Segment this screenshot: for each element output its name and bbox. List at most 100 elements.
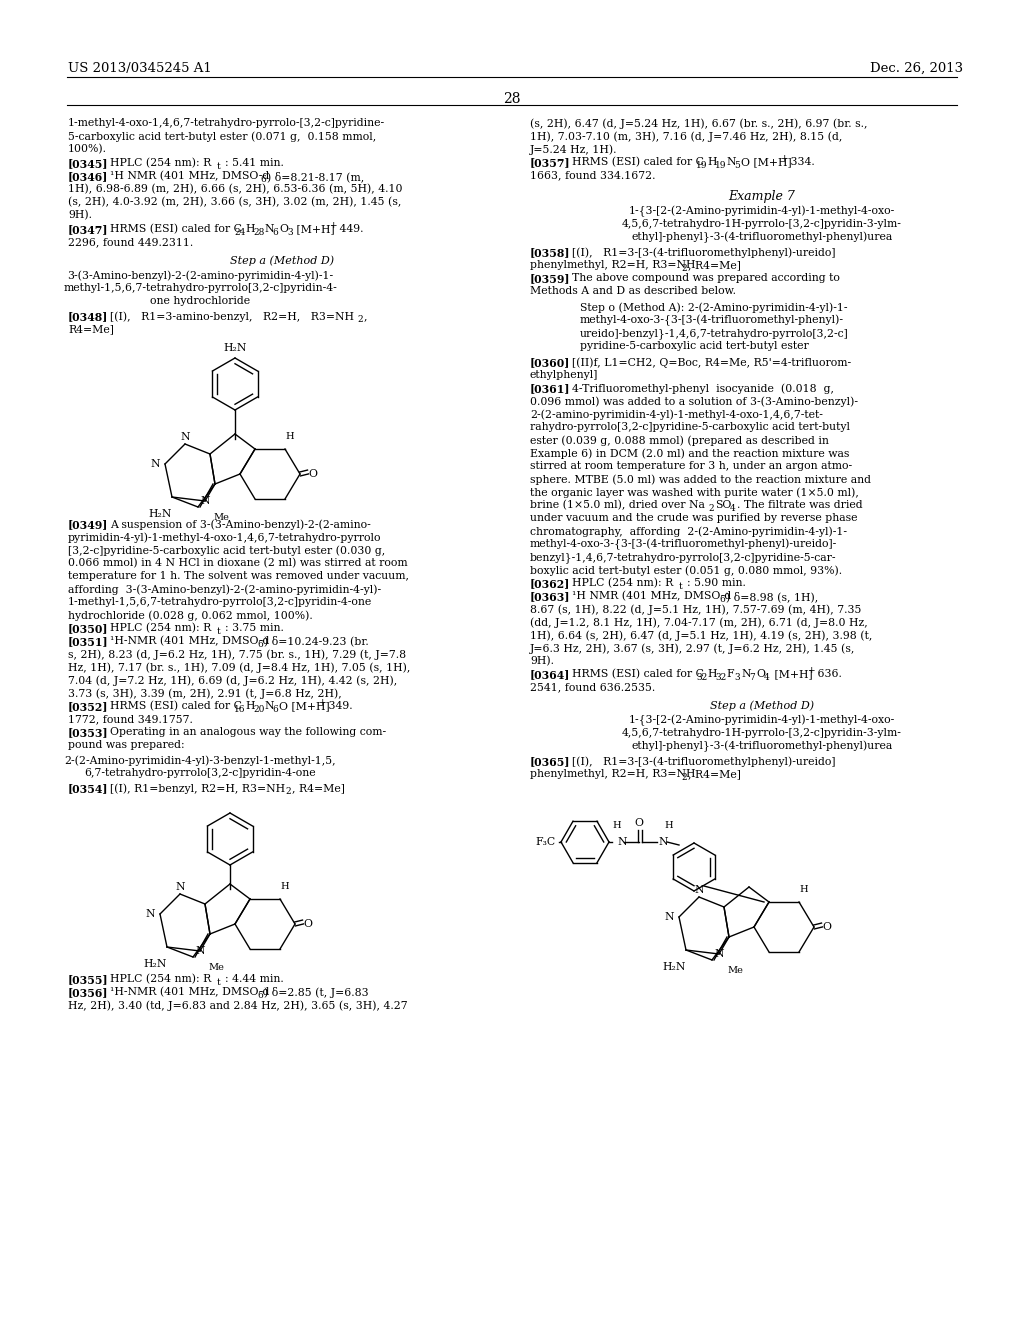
Text: 4: 4 [764, 673, 770, 682]
Text: 1-{3-[2-(2-Amino-pyrimidin-4-yl)-1-methyl-4-oxo-: 1-{3-[2-(2-Amino-pyrimidin-4-yl)-1-methy… [629, 206, 895, 218]
Text: N: N [617, 837, 627, 847]
Text: [3,2-c]pyridine-5-carboxylic acid tert-butyl ester (0.030 g,: [3,2-c]pyridine-5-carboxylic acid tert-b… [68, 545, 385, 556]
Text: N: N [151, 459, 160, 469]
Text: N: N [741, 669, 751, 678]
Text: pyrimidin-4-yl)-1-methyl-4-oxo-1,4,6,7-tetrahydro-pyrrolo: pyrimidin-4-yl)-1-methyl-4-oxo-1,4,6,7-t… [68, 532, 382, 543]
Text: chromatography,  affording  2-(2-Amino-pyrimidin-4-yl)-1-: chromatography, affording 2-(2-Amino-pyr… [530, 525, 847, 536]
Text: ¹H NMR (401 MHz, DMSO-d: ¹H NMR (401 MHz, DMSO-d [110, 172, 269, 181]
Text: stirred at room temperature for 3 h, under an argon atmo-: stirred at room temperature for 3 h, und… [530, 461, 852, 471]
Text: temperature for 1 h. The solvent was removed under vacuum,: temperature for 1 h. The solvent was rem… [68, 572, 409, 581]
Text: O: O [279, 224, 288, 234]
Text: Me: Me [208, 964, 224, 972]
Text: HPLC (254 nm): R: HPLC (254 nm): R [572, 578, 673, 589]
Text: 28: 28 [503, 92, 521, 106]
Text: 1H), 7.03-7.10 (m, 3H), 7.16 (d, J=7.46 Hz, 2H), 8.15 (d,: 1H), 7.03-7.10 (m, 3H), 7.16 (d, J=7.46 … [530, 131, 843, 141]
Text: N: N [715, 949, 724, 960]
Text: : 5.90 min.: : 5.90 min. [687, 578, 745, 587]
Text: t: t [217, 162, 221, 172]
Text: sphere. MTBE (5.0 ml) was added to the reaction mixture and: sphere. MTBE (5.0 ml) was added to the r… [530, 474, 871, 484]
Text: 334.: 334. [787, 157, 815, 168]
Text: Me: Me [727, 966, 742, 975]
Text: H₂N: H₂N [223, 343, 247, 352]
Text: 19: 19 [715, 161, 726, 170]
Text: rahydro-pyrrolo[3,2-c]pyridine-5-carboxylic acid tert-butyl: rahydro-pyrrolo[3,2-c]pyridine-5-carboxy… [530, 422, 850, 432]
Text: N: N [201, 496, 210, 506]
Text: +: + [329, 220, 337, 230]
Text: [0352]: [0352] [68, 701, 109, 711]
Text: [0362]: [0362] [530, 578, 570, 589]
Text: boxylic acid tert-butyl ester (0.051 g, 0.080 mmol, 93%).: boxylic acid tert-butyl ester (0.051 g, … [530, 565, 842, 576]
Text: 9H).: 9H). [68, 210, 92, 220]
Text: [0351]: [0351] [68, 636, 109, 647]
Text: : 4.44 min.: : 4.44 min. [225, 974, 284, 983]
Text: pound was prepared:: pound was prepared: [68, 741, 184, 750]
Text: the organic layer was washed with purite water (1×5.0 ml),: the organic layer was washed with purite… [530, 487, 859, 498]
Text: ¹H-NMR (401 MHz, DMSO-d: ¹H-NMR (401 MHz, DMSO-d [110, 987, 269, 998]
Text: 1H), 6.64 (s, 2H), 6.47 (d, J=5.1 Hz, 1H), 4.19 (s, 2H), 3.98 (t,: 1H), 6.64 (s, 2H), 6.47 (d, J=5.1 Hz, 1H… [530, 630, 872, 640]
Text: Hz, 1H), 7.17 (br. s., 1H), 7.09 (d, J=8.4 Hz, 1H), 7.05 (s, 1H),: Hz, 1H), 7.17 (br. s., 1H), 7.09 (d, J=8… [68, 663, 411, 673]
Text: [0354]: [0354] [68, 783, 109, 795]
Text: US 2013/0345245 A1: US 2013/0345245 A1 [68, 62, 212, 75]
Text: 2: 2 [357, 315, 362, 323]
Text: one hydrochloride: one hydrochloride [150, 296, 250, 306]
Text: [0359]: [0359] [530, 273, 570, 284]
Text: 8.67 (s, 1H), 8.22 (d, J=5.1 Hz, 1H), 7.57-7.69 (m, 4H), 7.35: 8.67 (s, 1H), 8.22 (d, J=5.1 Hz, 1H), 7.… [530, 605, 861, 615]
Text: 4,5,6,7-tetrahydro-1H-pyrrolo-[3,2-c]pyridin-3-ylm-: 4,5,6,7-tetrahydro-1H-pyrrolo-[3,2-c]pyr… [622, 729, 902, 738]
Text: H: H [707, 669, 717, 678]
Text: HPLC (254 nm): R: HPLC (254 nm): R [110, 623, 211, 634]
Text: H: H [707, 157, 717, 168]
Text: N: N [175, 882, 184, 892]
Text: H: H [800, 884, 808, 894]
Text: N: N [665, 912, 674, 921]
Text: HPLC (254 nm): R: HPLC (254 nm): R [110, 974, 211, 985]
Text: O: O [308, 469, 317, 479]
Text: 6: 6 [272, 228, 278, 238]
Text: t: t [217, 978, 221, 987]
Text: benzyl}-1,4,6,7-tetrahydro-pyrrolo[3,2-c]pyridine-5-car-: benzyl}-1,4,6,7-tetrahydro-pyrrolo[3,2-c… [530, 552, 837, 562]
Text: 19: 19 [696, 161, 708, 170]
Text: N: N [726, 157, 735, 168]
Text: A suspension of 3-(3-Amino-benzyl)-2-(2-amino-: A suspension of 3-(3-Amino-benzyl)-2-(2-… [110, 519, 371, 529]
Text: ¹H NMR (401 MHz, DMSO-d: ¹H NMR (401 MHz, DMSO-d [572, 591, 731, 602]
Text: 1772, found 349.1757.: 1772, found 349.1757. [68, 714, 193, 723]
Text: HRMS (ESI) caled for C: HRMS (ESI) caled for C [572, 669, 703, 680]
Text: 1-methyl-4-oxo-1,4,6,7-tetrahydro-pyrrolo-[3,2-c]pyridine-: 1-methyl-4-oxo-1,4,6,7-tetrahydro-pyrrol… [68, 117, 385, 128]
Text: H: H [612, 821, 622, 830]
Text: 1H), 6.98-6.89 (m, 2H), 6.66 (s, 2H), 6.53-6.36 (m, 5H), 4.10: 1H), 6.98-6.89 (m, 2H), 6.66 (s, 2H), 6.… [68, 183, 402, 194]
Text: (dd, J=1.2, 8.1 Hz, 1H), 7.04-7.17 (m, 2H), 6.71 (d, J=8.0 Hz,: (dd, J=1.2, 8.1 Hz, 1H), 7.04-7.17 (m, 2… [530, 616, 867, 627]
Text: methyl-4-oxo-3-{3-[3-(4-trifluoromethyl-phenyl)-ureido]-: methyl-4-oxo-3-{3-[3-(4-trifluoromethyl-… [530, 539, 838, 550]
Text: 5-carboxylic acid tert-butyl ester (0.071 g,  0.158 mmol,: 5-carboxylic acid tert-butyl ester (0.07… [68, 131, 376, 141]
Text: 7.04 (d, J=7.2 Hz, 1H), 6.69 (d, J=6.2 Hz, 1H), 4.42 (s, 2H),: 7.04 (d, J=7.2 Hz, 1H), 6.69 (d, J=6.2 H… [68, 675, 397, 685]
Text: HRMS (ESI) caled for C: HRMS (ESI) caled for C [110, 701, 242, 711]
Text: 6: 6 [257, 640, 263, 649]
Text: J=5.24 Hz, 1H).: J=5.24 Hz, 1H). [530, 144, 617, 154]
Text: [0353]: [0353] [68, 727, 109, 738]
Text: 1663, found 334.1672.: 1663, found 334.1672. [530, 170, 655, 180]
Text: N: N [145, 909, 155, 919]
Text: ethyl]-phenyl}-3-(4-trifluoromethyl-phenyl)urea: ethyl]-phenyl}-3-(4-trifluoromethyl-phen… [632, 741, 893, 752]
Text: [0361]: [0361] [530, 383, 570, 393]
Text: hydrochloride (0.028 g, 0.062 mmol, 100%).: hydrochloride (0.028 g, 0.062 mmol, 100%… [68, 610, 312, 620]
Text: H: H [665, 821, 674, 830]
Text: 6: 6 [272, 705, 278, 714]
Text: 20: 20 [253, 705, 264, 714]
Text: O: O [756, 669, 765, 678]
Text: 4: 4 [730, 504, 736, 513]
Text: 636.: 636. [814, 669, 842, 678]
Text: 2: 2 [708, 504, 714, 513]
Text: [0363]: [0363] [530, 591, 570, 602]
Text: N: N [694, 884, 703, 895]
Text: 16: 16 [234, 705, 246, 714]
Text: 449.: 449. [336, 224, 364, 234]
Text: methyl-1,5,6,7-tetrahydro-pyrrolo[3,2-c]pyridin-4-: methyl-1,5,6,7-tetrahydro-pyrrolo[3,2-c]… [63, 282, 337, 293]
Text: brine (1×5.0 ml), dried over Na: brine (1×5.0 ml), dried over Na [530, 500, 705, 511]
Text: [(I),   R1=3-amino-benzyl,   R2=H,   R3=NH: [(I), R1=3-amino-benzyl, R2=H, R3=NH [110, 312, 354, 322]
Text: , R4=Me]: , R4=Me] [292, 783, 345, 793]
Text: [M+H]: [M+H] [293, 224, 335, 234]
Text: 0.096 mmol) was added to a solution of 3-(3-Amino-benzyl)-: 0.096 mmol) was added to a solution of 3… [530, 396, 858, 407]
Text: 4-Trifluoromethyl-phenyl  isocyanide  (0.018  g,: 4-Trifluoromethyl-phenyl isocyanide (0.0… [572, 383, 834, 393]
Text: Hz, 2H), 3.40 (td, J=6.83 and 2.84 Hz, 2H), 3.65 (s, 3H), 4.27: Hz, 2H), 3.40 (td, J=6.83 and 2.84 Hz, 2… [68, 1001, 408, 1011]
Text: ureido]-benzyl}-1,4,6,7-tetrahydro-pyrrolo[3,2-c]: ureido]-benzyl}-1,4,6,7-tetrahydro-pyrro… [580, 327, 849, 339]
Text: 7: 7 [749, 673, 755, 682]
Text: 2-(2-Amino-pyrimidin-4-yl)-3-benzyl-1-methyl-1,5,: 2-(2-Amino-pyrimidin-4-yl)-3-benzyl-1-me… [65, 755, 336, 766]
